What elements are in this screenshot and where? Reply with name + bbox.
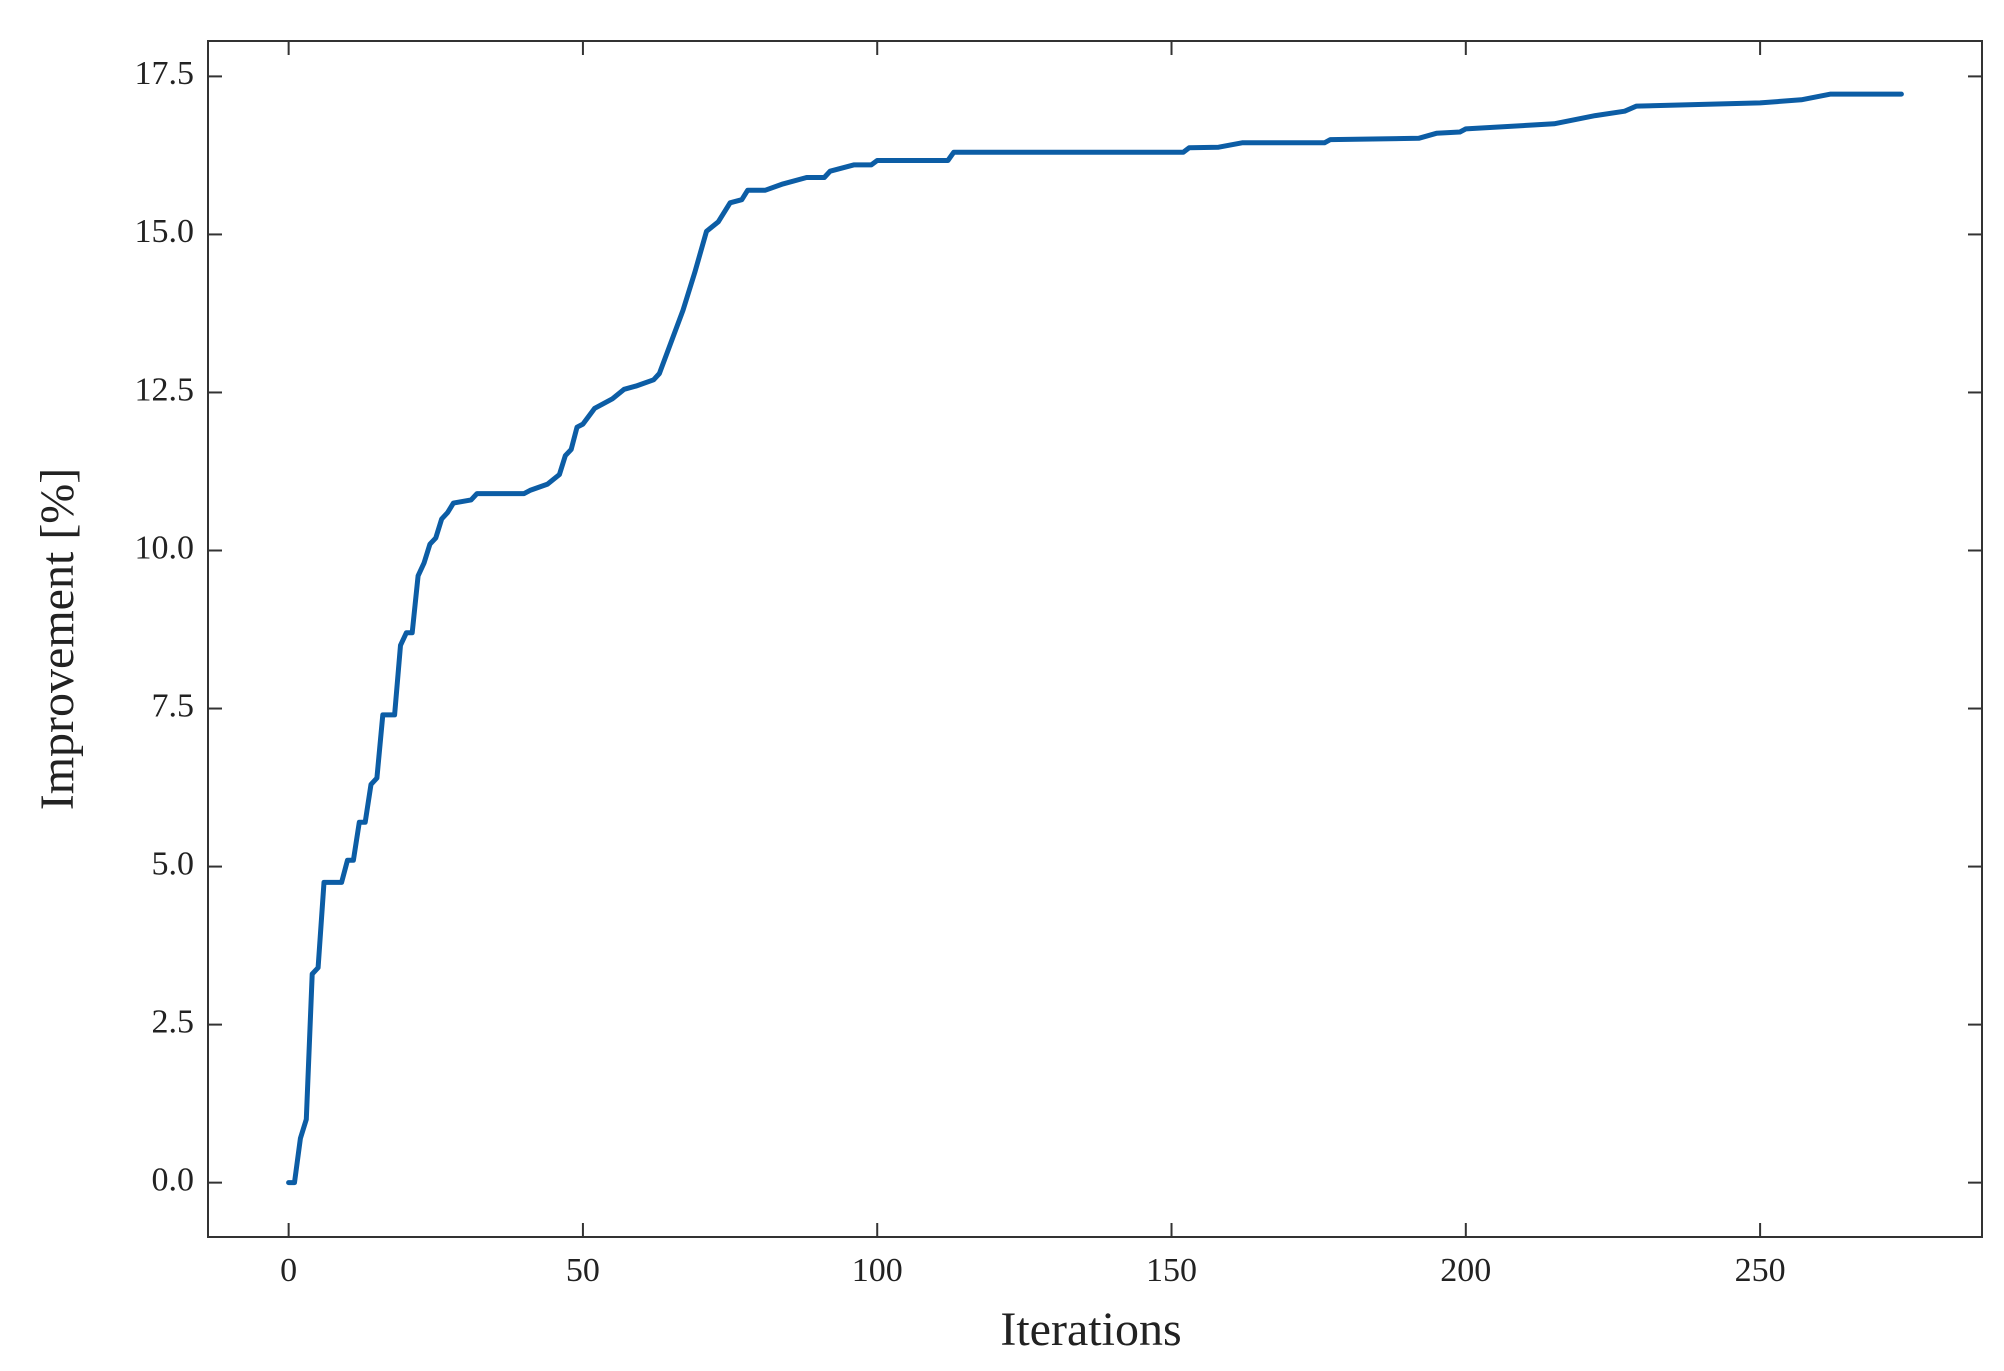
y-tick-label: 0.0 [152, 1161, 195, 1198]
y-tick-label: 7.5 [152, 687, 195, 724]
plot-frame [207, 40, 1983, 1238]
x-tick-label: 100 [852, 1252, 903, 1289]
y-tick-label: 12.5 [135, 371, 195, 408]
x-tick-label: 250 [1735, 1252, 1786, 1289]
y-axis-label: Improvement [%] [31, 468, 84, 811]
y-tick-label: 2.5 [152, 1003, 195, 1040]
x-tick-label: 150 [1146, 1252, 1197, 1289]
y-tick-label: 10.0 [135, 529, 195, 566]
x-axis-label: Iterations [1000, 1303, 1181, 1356]
x-tick-label: 200 [1440, 1252, 1491, 1289]
y-tick-label: 5.0 [152, 845, 195, 882]
y-tick-label: 15.0 [135, 213, 195, 250]
y-tick-label: 17.5 [135, 55, 195, 92]
x-tick-label: 0 [280, 1252, 297, 1289]
data-line [286, 91, 1904, 1186]
x-tick-label: 50 [566, 1252, 600, 1289]
